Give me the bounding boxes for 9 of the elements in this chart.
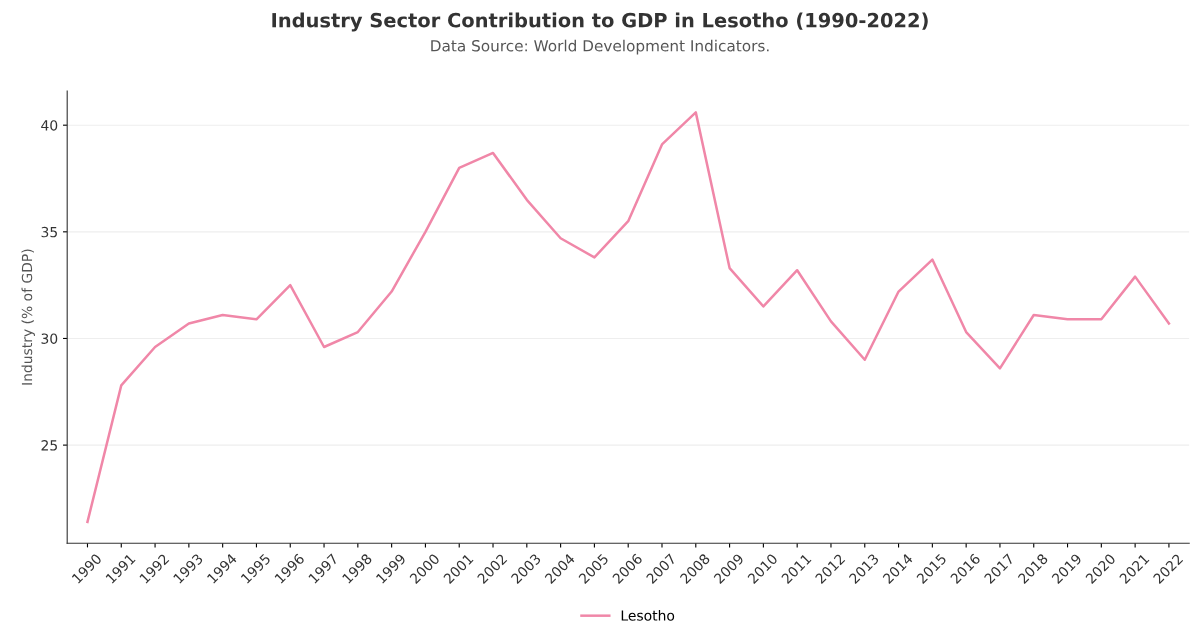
chart-subtitle: Data Source: World Development Indicators. bbox=[431, 39, 769, 55]
y-tick-label: 25 bbox=[41, 440, 57, 451]
y-tick-label: 35 bbox=[41, 226, 57, 238]
legend-label: Lesotho bbox=[621, 609, 675, 621]
y-tick-label: 30 bbox=[41, 333, 58, 344]
y-tick-label: 40 bbox=[41, 120, 58, 131]
chart-title: Industry Sector Contribution to GDP in Lesotho (1990-2022) bbox=[272, 12, 928, 32]
y-axis-title: Industry (% of GDP) bbox=[21, 249, 35, 385]
line-series bbox=[86, 111, 1171, 524]
